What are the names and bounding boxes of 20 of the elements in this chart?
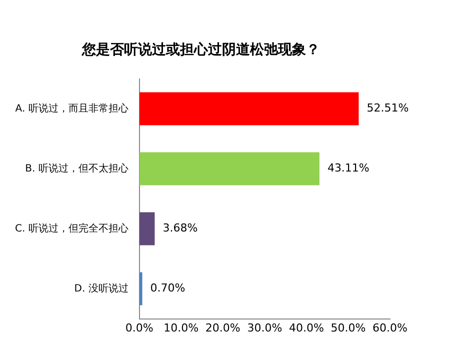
y-tick-label: D. 没听说过 — [74, 282, 128, 294]
data-label: 52.51% — [366, 102, 409, 115]
bar — [139, 272, 142, 306]
data-label: 0.70% — [150, 282, 186, 295]
bar — [139, 92, 359, 126]
bar — [139, 152, 320, 186]
x-tick-label: 30.0% — [247, 321, 282, 334]
y-tick-label: A. 听说过，而且非常担心 — [15, 102, 128, 114]
x-tick-label: 0.0% — [125, 321, 154, 334]
x-tick-label: 20.0% — [205, 321, 240, 334]
y-tick-label: C. 听说过，但完全不担心 — [14, 222, 128, 234]
data-label: 3.68% — [162, 222, 198, 235]
data-label: 43.11% — [327, 162, 370, 175]
bar — [139, 212, 155, 246]
x-tick-label: 10.0% — [164, 321, 199, 334]
y-tick-label: B. 听说过，但不太担心 — [25, 162, 128, 174]
x-tick-label: 50.0% — [330, 321, 366, 334]
x-tick-label: 40.0% — [288, 321, 324, 334]
chart-title: 您是否听说过或担心过阴道松弛现象？ — [81, 41, 320, 58]
x-tick-label: 60.0% — [372, 321, 408, 334]
